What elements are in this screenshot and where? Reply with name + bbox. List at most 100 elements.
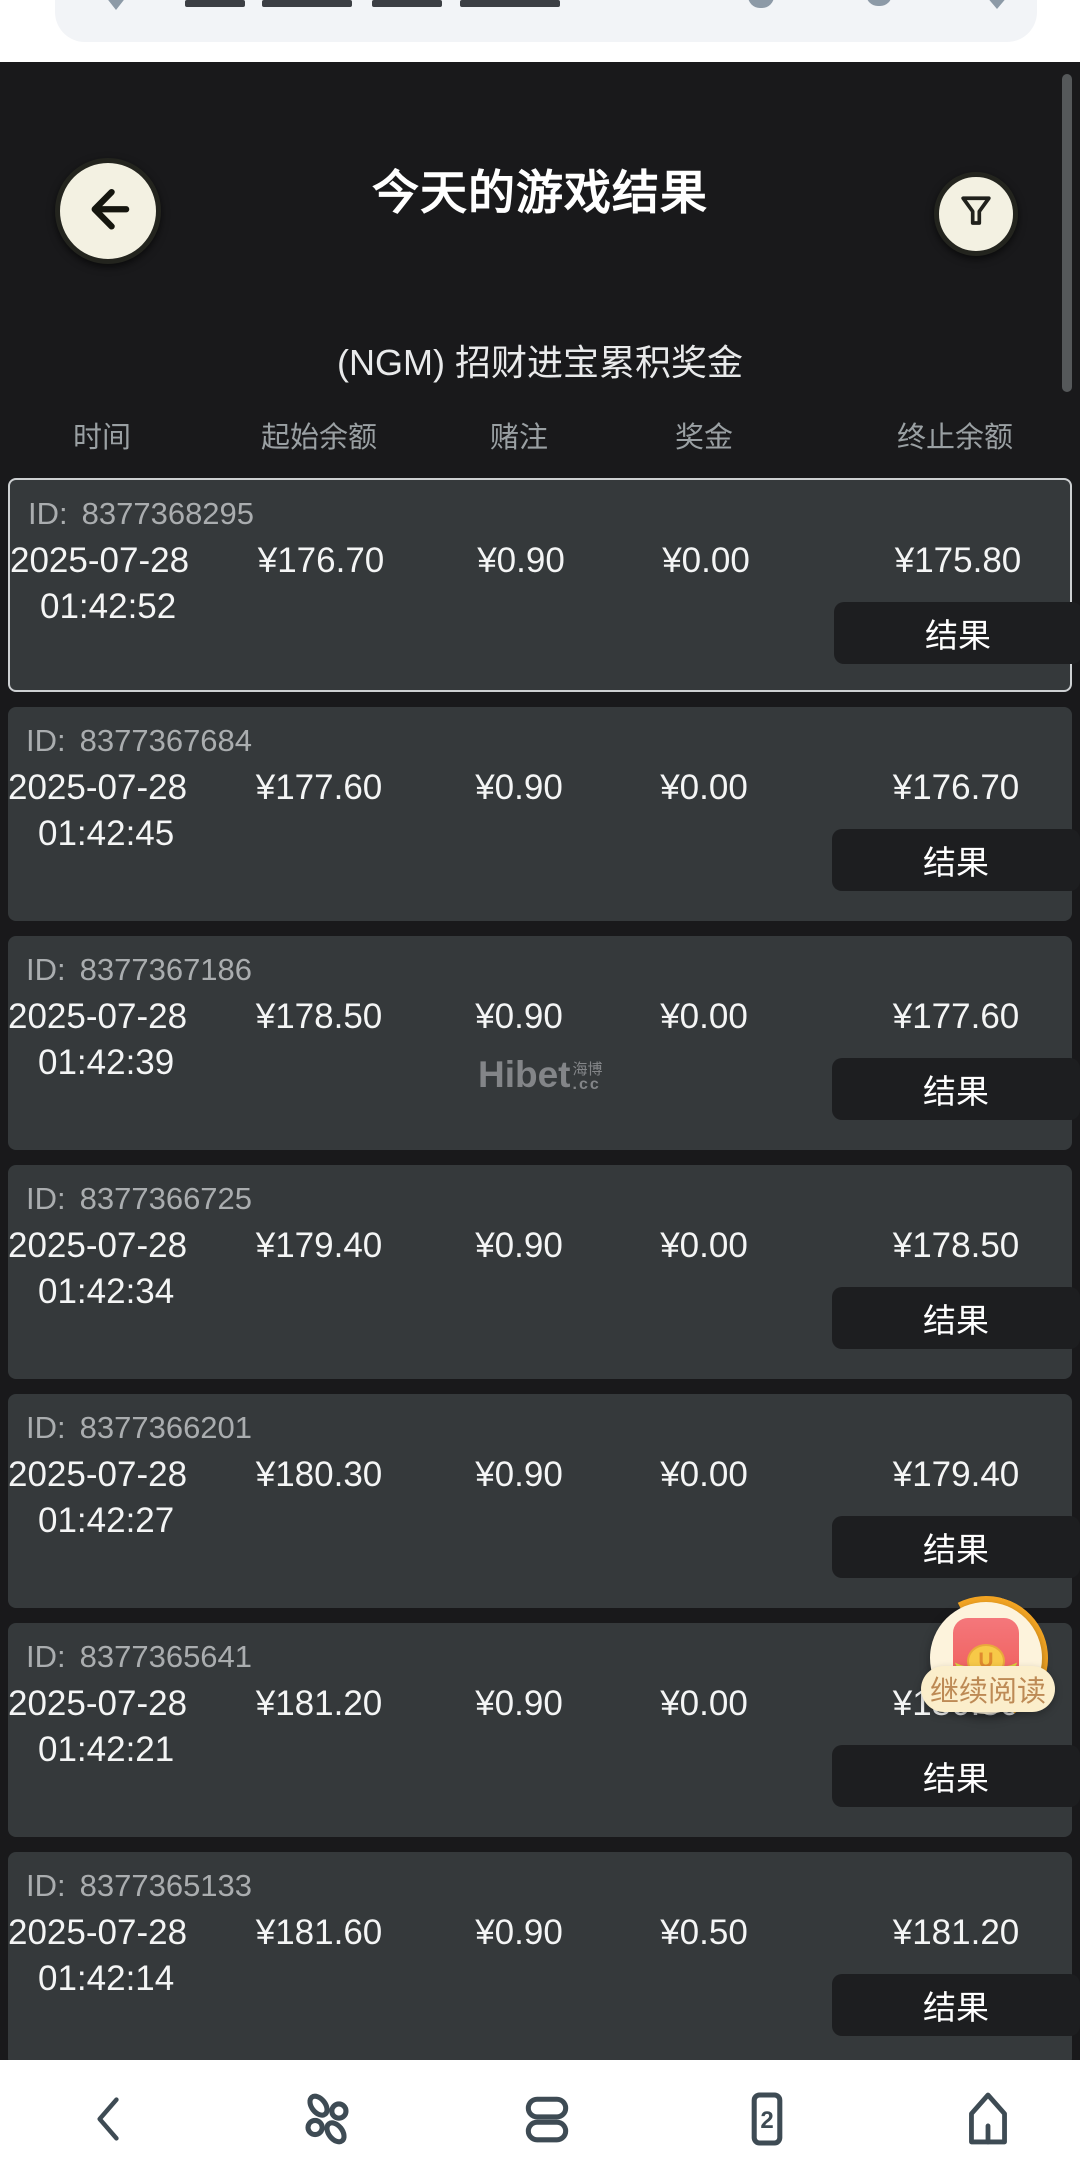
table-header-row: 时间 起始余额 赌注 奖金 终止余额: [0, 414, 1080, 456]
cell-prize: ¥0.00: [660, 1226, 748, 1265]
bookmark-icon[interactable]: [866, 0, 892, 6]
game-subtitle: (NGM) 招财进宝累积奖金: [337, 342, 743, 383]
table-row[interactable]: ID: 8377366725 2025-07-28 01:42:34 ¥179.4…: [8, 1165, 1080, 1379]
page-title: 今天的游戏结果: [372, 166, 708, 219]
table-row[interactable]: ID: 8377366201 2025-07-28 01:42:27 ¥180.3…: [8, 1394, 1080, 1608]
row-time: 01:42:45: [38, 814, 175, 853]
browser-bottom-nav: 2: [0, 2060, 1080, 2178]
row-time: 01:42:27: [38, 1501, 175, 1540]
row-end-balance: ¥175.80: [894, 541, 1022, 580]
home-icon: [969, 2092, 1007, 2145]
cell-prize: ¥0.00: [662, 541, 750, 580]
row-id-value: 8377367684: [79, 723, 253, 758]
col-header-time: 时间: [72, 422, 131, 454]
row-date: 2025-07-28: [8, 1684, 188, 1723]
row-time: 01:42:21: [38, 1730, 175, 1769]
cell-start-balance: ¥179.40: [255, 1226, 383, 1265]
stacked-pills-icon: [525, 2096, 569, 2143]
cell-start-balance: ¥177.60: [255, 768, 383, 807]
url-text-fragment: [460, 0, 560, 7]
cell-time: 2025-07-28 01:42:52: [10, 538, 206, 630]
cell-start-balance: ¥180.30: [255, 1455, 383, 1494]
cell-end-balance: ¥176.70 结果: [804, 765, 1080, 891]
cell-prize: ¥0.00: [660, 1684, 748, 1723]
row-id-label: ID:: [26, 1181, 66, 1216]
result-button[interactable]: 结果: [832, 1058, 1080, 1120]
row-id-label: ID:: [26, 1639, 66, 1674]
cell-start-balance: ¥178.50: [255, 997, 383, 1036]
refresh-icon[interactable]: [748, 0, 774, 8]
cell-end-balance: ¥175.80 结果: [806, 538, 1080, 664]
nav-apps-button[interactable]: [293, 2085, 361, 2153]
row-id-line: ID: 8377368295: [10, 480, 1070, 532]
continue-reading-widget[interactable]: U 继续阅读: [907, 1579, 1065, 1786]
continue-reading-label[interactable]: 继续阅读: [921, 1666, 1055, 1712]
url-text-fragment: [262, 0, 352, 7]
result-button[interactable]: 结果: [832, 1287, 1080, 1349]
row-time: 01:42:14: [38, 1959, 175, 1998]
cell-time: 2025-07-28 01:42:34: [8, 1223, 204, 1315]
result-button[interactable]: 结果: [832, 1974, 1080, 2036]
cell-start-balance: ¥181.20: [255, 1684, 383, 1723]
row-time: 01:42:52: [40, 587, 177, 626]
row-date: 2025-07-28: [8, 1455, 188, 1494]
table-row[interactable]: ID: 8377368295 2025-07-28 01:42:52 ¥176.7…: [8, 478, 1080, 692]
tab-counter-icon: 2: [751, 2092, 783, 2146]
cell-time: 2025-07-28 01:42:39: [8, 994, 204, 1086]
result-button[interactable]: 结果: [832, 1745, 1080, 1807]
cell-end-balance: ¥178.50 结果: [804, 1223, 1080, 1349]
row-id-value: 8377368295: [81, 496, 255, 531]
nav-back-button[interactable]: [79, 2088, 141, 2150]
cell-bet: ¥0.90: [477, 541, 565, 580]
row-date: 2025-07-28: [8, 768, 188, 807]
cell-end-balance: ¥177.60 结果: [804, 994, 1080, 1120]
cell-end-balance: ¥181.20 结果: [804, 1910, 1080, 2036]
table-row[interactable]: ID: 8377367684 2025-07-28 01:42:45 ¥177.6…: [8, 707, 1080, 921]
row-id-value: 8377366725: [79, 1181, 253, 1216]
table-row[interactable]: ID: 8377365641 2025-07-28 01:42:21 ¥181.2…: [8, 1623, 1080, 1837]
row-id-line: ID: 8377367186: [8, 936, 1072, 988]
table-row[interactable]: ID: 8377365133 2025-07-28 01:42:14 ¥181.6…: [8, 1852, 1080, 2060]
address-bar[interactable]: [55, 0, 1037, 42]
filter-button[interactable]: [934, 172, 1018, 256]
result-button[interactable]: 结果: [832, 829, 1080, 891]
more-icon[interactable]: [986, 0, 1008, 9]
cell-time: 2025-07-28 01:42:21: [8, 1681, 204, 1773]
cell-bet: ¥0.90: [475, 1684, 563, 1723]
cell-bet: ¥0.90: [475, 997, 563, 1036]
col-header-start-balance: 起始余额: [260, 422, 377, 454]
cell-bet: ¥0.90: [475, 768, 563, 807]
funnel-icon: [954, 190, 998, 239]
nav-feed-button[interactable]: [515, 2087, 579, 2151]
tab-count: 2: [760, 2107, 773, 2134]
result-button[interactable]: 结果: [834, 602, 1080, 664]
row-id-value: 8377365641: [79, 1639, 253, 1674]
watermark-brand: Hibet: [478, 1054, 571, 1095]
row-id-value: 8377365133: [79, 1868, 253, 1903]
cell-start-balance: ¥181.60: [255, 1913, 383, 1952]
row-time: 01:42:34: [38, 1272, 175, 1311]
result-button[interactable]: 结果: [832, 1516, 1080, 1578]
row-time: 01:42:39: [38, 1043, 175, 1082]
row-id-line: ID: 8377367684: [8, 707, 1072, 759]
nav-home-button[interactable]: [956, 2087, 1020, 2151]
row-date: 2025-07-28: [8, 997, 188, 1036]
watermark-cjk: 海博: [572, 1061, 603, 1078]
row-id-line: ID: 8377366201: [8, 1394, 1072, 1446]
row-id-line: ID: 8377365641: [8, 1623, 1072, 1675]
row-end-balance: ¥178.50: [892, 1226, 1020, 1265]
nav-tabs-button[interactable]: 2: [735, 2087, 799, 2151]
browser-top-bar: [0, 0, 1080, 62]
site-watermark: Hibet 海博 .cc: [478, 1054, 603, 1095]
scrollbar-thumb[interactable]: [1062, 74, 1072, 392]
table-row[interactable]: ID: 8377367186 2025-07-28 01:42:39 ¥178.5…: [8, 936, 1080, 1150]
cell-time: 2025-07-28 01:42:14: [8, 1910, 204, 2002]
url-text-fragment: [185, 0, 245, 7]
row-end-balance: ¥176.70: [892, 768, 1020, 807]
cell-time: 2025-07-28 01:42:27: [8, 1452, 204, 1544]
row-end-balance: ¥181.20: [892, 1913, 1020, 1952]
row-id-label: ID:: [26, 1410, 66, 1445]
row-end-balance: ¥177.60: [892, 997, 1020, 1036]
cell-bet: ¥0.90: [475, 1455, 563, 1494]
back-button[interactable]: [55, 158, 161, 264]
